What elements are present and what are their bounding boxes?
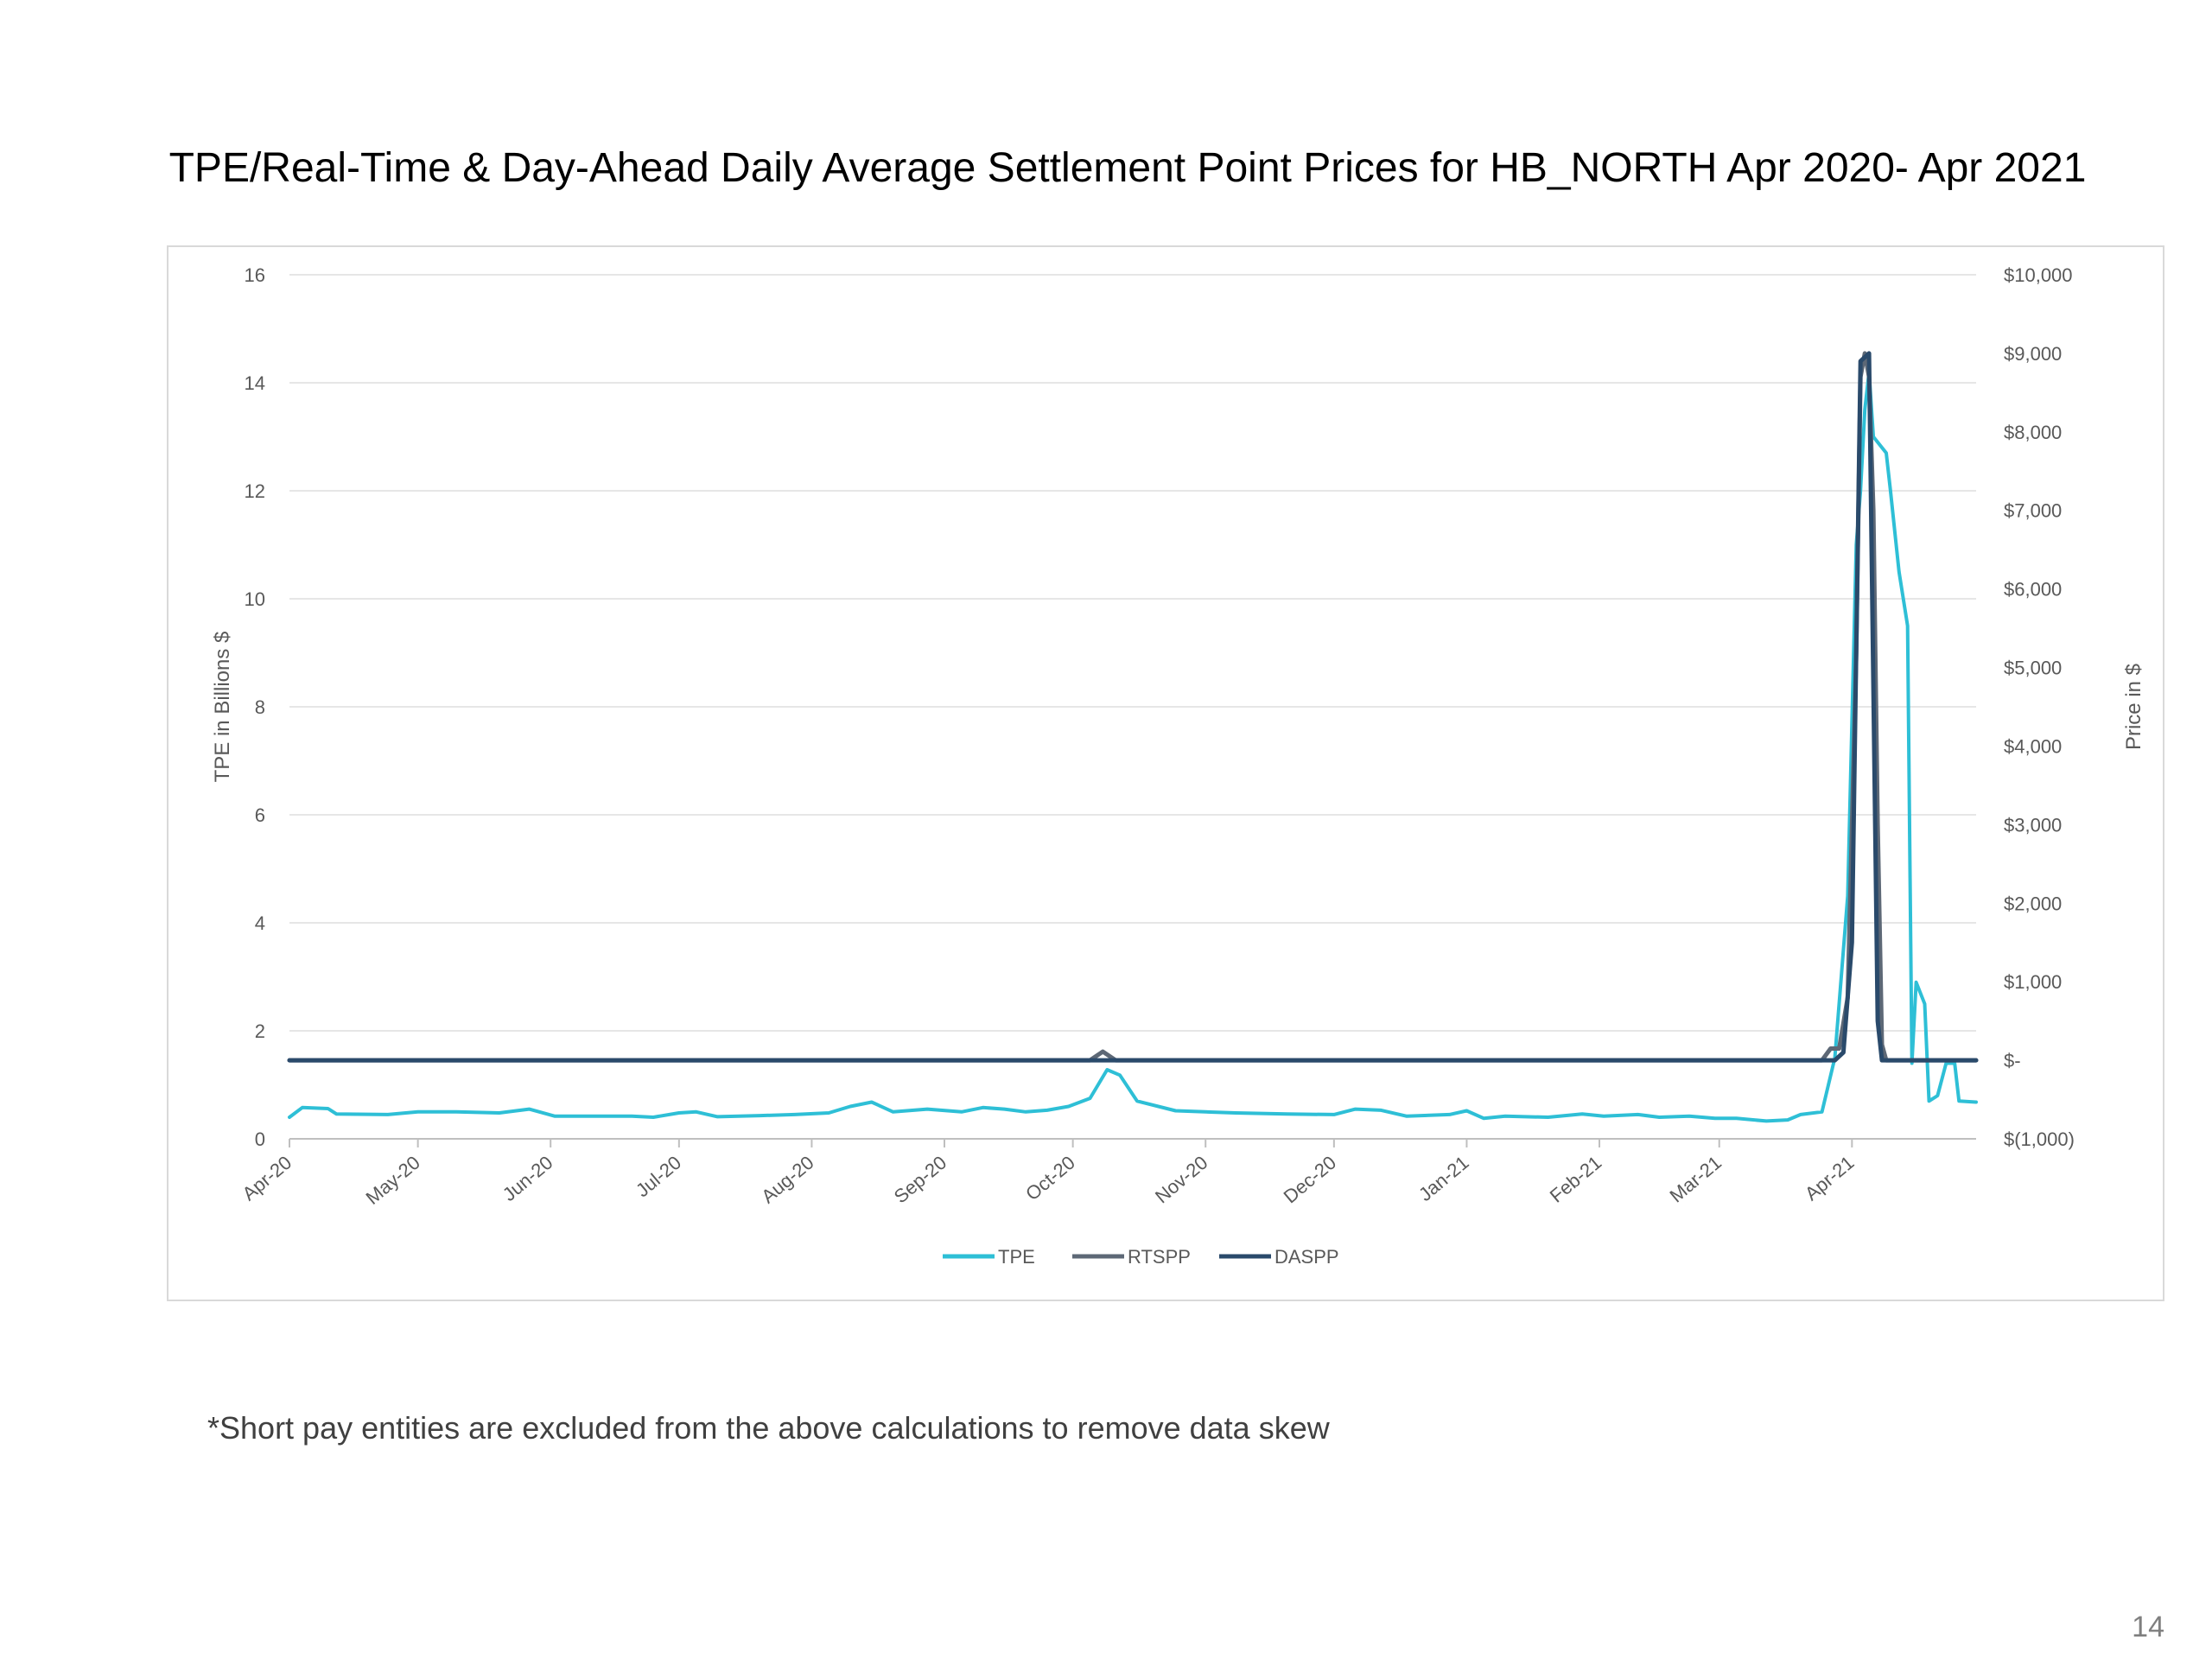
x-tick-label: May-20 [362,1152,424,1209]
y-right-tick-label: $6,000 [2004,579,2062,601]
y-right-tick-label: $- [2004,1050,2021,1071]
x-tick-label: Nov-20 [1151,1152,1211,1208]
y-right-tick-label: $8,000 [2004,422,2062,443]
x-tick-label: Apr-21 [1801,1152,1859,1205]
x-tick-label: Jul-20 [632,1152,685,1202]
chart-title: TPE/Real-Time & Day-Ahead Daily Average … [168,145,2087,191]
y-right-tick-label: $10,000 [2004,264,2073,286]
legend-label-rtspp: RTSPP [1128,1246,1191,1268]
series-line-tpe [288,370,1978,1123]
footnote: *Short pay entities are excluded from th… [207,1410,1330,1446]
x-tick-label: Mar-21 [1666,1152,1726,1207]
chart-frame: 0 2 4 6 8 10 12 14 16 $(1,000) $- $1,000 $2,000 $3,00… [167,245,2164,1301]
y-right-tick-label: $4,000 [2004,735,2062,757]
y-left-tick-label: 14 [245,372,265,394]
x-tick-label: Oct-20 [1021,1152,1079,1205]
x-tick-label: Dec-20 [1280,1152,1340,1208]
x-tick-label: Apr-20 [238,1152,296,1205]
y-right-tick-label: $2,000 [2004,893,2062,914]
y-left-axis-title: TPE in Billions $ [211,632,234,783]
y-right-tick-label: $3,000 [2004,814,2062,836]
y-left-tick-label: 16 [245,264,265,286]
y-right-tick-label: $(1,000) [2004,1128,2075,1150]
y-left-tick-label: 4 [255,912,265,934]
y-right-tick-label: $5,000 [2004,658,2062,679]
y-left-tick-label: 0 [255,1128,265,1150]
line-chart: 0 2 4 6 8 10 12 14 16 $(1,000) $- $1,000 $2,000 $3,00… [211,264,2145,1268]
y-right-axis-title: Price in $ [2122,664,2145,750]
y-left-tick-label: 8 [255,696,265,718]
x-tick-label: Jan-21 [1414,1152,1473,1205]
legend-label-daspp: DASPP [1274,1246,1339,1268]
x-tick-label: Jun-20 [499,1152,557,1205]
y-right-tick-label: $1,000 [2004,971,2062,993]
page-number: 14 [2132,1611,2164,1643]
y-right-tick-label: $9,000 [2004,343,2062,365]
y-left-tick-label: 2 [255,1020,265,1042]
y-left-tick-label: 6 [255,804,265,826]
x-tick-label: Sep-20 [890,1152,950,1208]
y-left-tick-label: 10 [245,588,265,610]
y-right-tick-label: $7,000 [2004,500,2062,522]
series-line-daspp [287,351,1979,1063]
legend-label-tpe: TPE [998,1246,1035,1268]
x-tick-label: Aug-20 [757,1152,817,1208]
x-tick-label: Feb-21 [1546,1152,1605,1207]
y-left-tick-label: 12 [245,480,265,502]
